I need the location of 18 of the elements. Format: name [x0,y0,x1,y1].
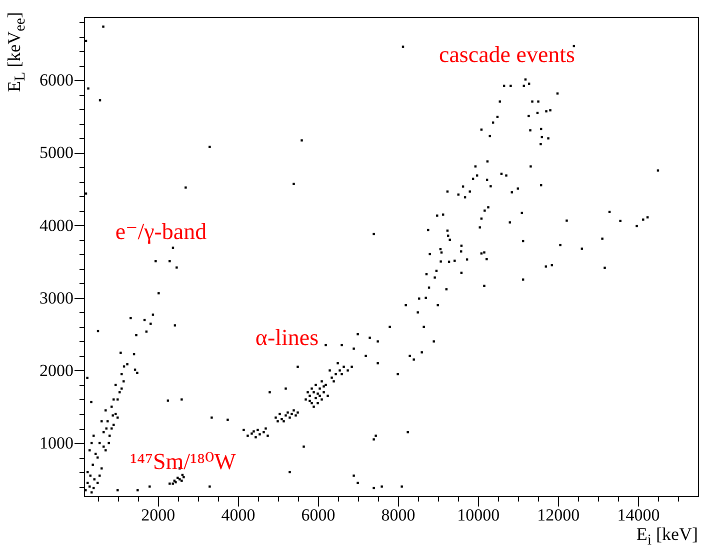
y-tick-label: 1000 [40,434,74,453]
x-tick-label: 14000 [617,506,660,524]
y-tick-label: 6000 [40,70,74,90]
x-tick-label: 6000 [301,506,336,524]
annotation: ¹⁴⁷Sm/¹⁸⁰W [130,449,236,475]
y-tick-label: 5000 [40,143,74,162]
y-tick-label: 2000 [40,360,74,380]
x-tick-label: 10000 [457,506,500,524]
x-tick-label: 12000 [537,506,580,524]
annotation: α-lines [255,325,319,351]
x-axis-title: E$_{i}$ [keV] [636,524,698,550]
x-tick-label: 8000 [381,506,416,524]
x-tick-label: 2000 [141,506,176,524]
x-tick-label: 4000 [221,506,256,524]
annotation: e⁻/γ-band [115,219,207,245]
annotation: cascade events [438,42,576,68]
y-tick-label: 4000 [40,216,74,235]
y-tick-label: 3000 [40,288,74,308]
